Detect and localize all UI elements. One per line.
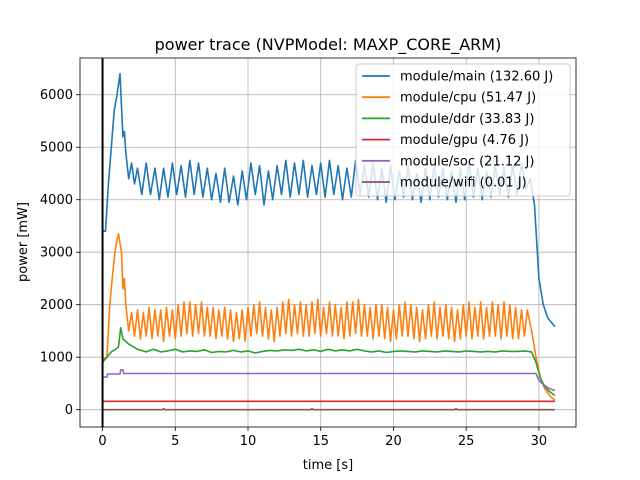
series-line: [101, 327, 556, 397]
legend-label: module/ddr (33.83 J): [400, 112, 534, 127]
series-line: [102, 233, 556, 401]
legend-label: module/gpu (4.76 J): [400, 133, 529, 148]
x-tick-label: 30: [531, 434, 548, 449]
x-tick-label: 5: [171, 434, 179, 449]
y-tick-label: 2000: [40, 298, 73, 313]
x-tick-label: 0: [98, 434, 106, 449]
y-tick-label: 4000: [40, 193, 73, 208]
plot-area-frame: [79, 57, 577, 428]
x-axis-ticks: 0 5 10 15 20 25 30: [98, 427, 547, 449]
legend-label: module/main (132.60 J): [400, 70, 553, 85]
legend-label: module/wifi (0.01 J): [400, 176, 527, 191]
series-line: [102, 369, 556, 392]
x-tick-label: 15: [312, 434, 329, 449]
y-tick-label: 1000: [40, 351, 73, 366]
legend-box: [355, 63, 571, 197]
y-tick-label: 5000: [40, 141, 73, 156]
legend: module/main (132.60 J) module/cpu (51.47 …: [355, 63, 571, 197]
x-tick-label: 10: [240, 434, 257, 449]
y-tick-label: 6000: [40, 88, 73, 103]
y-axis-ticks: 0 1000 2000 3000 4000 5000 6000: [40, 88, 80, 418]
x-axis-label: time [s]: [303, 458, 353, 473]
y-tick-label: 3000: [40, 246, 73, 261]
series-layer: [101, 72, 556, 411]
x-tick-label: 25: [458, 434, 475, 449]
y-tick-label: 0: [65, 403, 73, 418]
series-line: [102, 407, 555, 411]
chart-title: power trace (NVPModel: MAXP_CORE_ARM): [155, 35, 502, 55]
legend-label: module/cpu (51.47 J): [400, 91, 536, 106]
y-axis-label: power [mW]: [16, 202, 31, 282]
x-tick-label: 20: [385, 434, 402, 449]
legend-label: module/soc (21.12 J): [400, 154, 534, 169]
